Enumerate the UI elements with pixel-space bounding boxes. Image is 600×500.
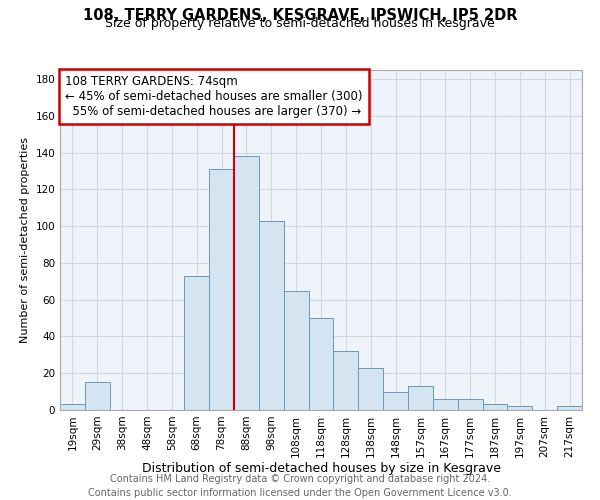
Bar <box>557 406 582 410</box>
Bar <box>458 399 482 410</box>
Bar <box>383 392 408 410</box>
Bar <box>259 220 284 410</box>
Text: Size of property relative to semi-detached houses in Kesgrave: Size of property relative to semi-detach… <box>105 18 495 30</box>
Bar <box>85 382 110 410</box>
Text: Contains HM Land Registry data © Crown copyright and database right 2024.
Contai: Contains HM Land Registry data © Crown c… <box>88 474 512 498</box>
Y-axis label: Number of semi-detached properties: Number of semi-detached properties <box>20 137 30 343</box>
Bar <box>433 399 458 410</box>
Bar <box>234 156 259 410</box>
Text: Distribution of semi-detached houses by size in Kesgrave: Distribution of semi-detached houses by … <box>142 462 500 475</box>
Bar <box>334 351 358 410</box>
Bar <box>60 404 85 410</box>
Text: 108 TERRY GARDENS: 74sqm
← 45% of semi-detached houses are smaller (300)
  55% o: 108 TERRY GARDENS: 74sqm ← 45% of semi-d… <box>65 75 363 118</box>
Bar <box>508 406 532 410</box>
Bar <box>408 386 433 410</box>
Bar <box>184 276 209 410</box>
Bar <box>358 368 383 410</box>
Bar <box>209 169 234 410</box>
Bar <box>308 318 334 410</box>
Text: 108, TERRY GARDENS, KESGRAVE, IPSWICH, IP5 2DR: 108, TERRY GARDENS, KESGRAVE, IPSWICH, I… <box>83 8 517 22</box>
Bar <box>482 404 508 410</box>
Bar <box>284 290 308 410</box>
